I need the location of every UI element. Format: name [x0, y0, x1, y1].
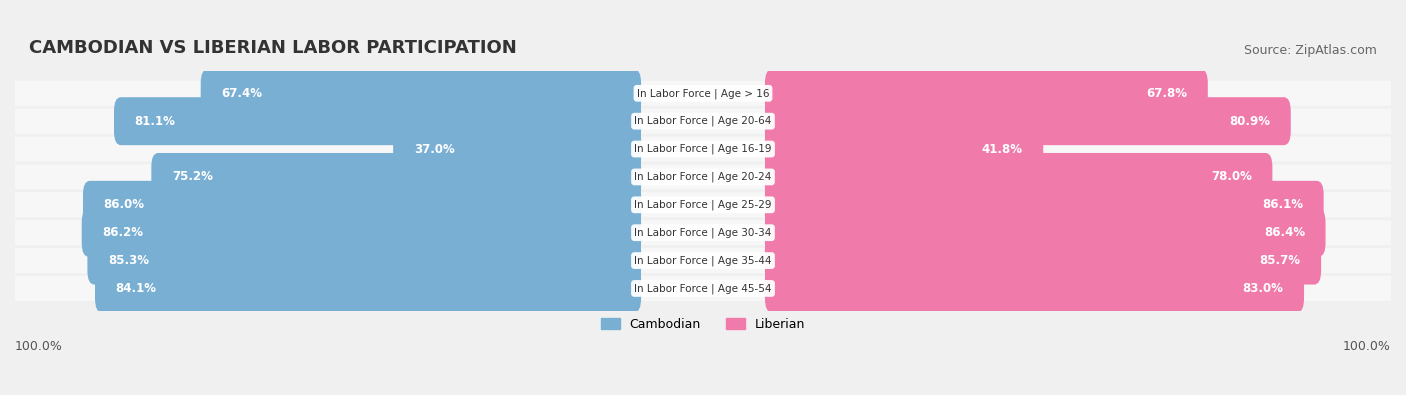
Text: 100.0%: 100.0% — [15, 340, 63, 352]
Text: 67.8%: 67.8% — [1146, 87, 1187, 100]
FancyBboxPatch shape — [152, 153, 641, 201]
FancyBboxPatch shape — [15, 164, 1391, 190]
FancyBboxPatch shape — [765, 70, 1208, 117]
Text: 78.0%: 78.0% — [1211, 170, 1251, 183]
FancyBboxPatch shape — [87, 237, 641, 284]
FancyBboxPatch shape — [765, 209, 1326, 257]
Text: 85.3%: 85.3% — [108, 254, 149, 267]
Text: 86.1%: 86.1% — [1263, 198, 1303, 211]
Text: In Labor Force | Age 45-54: In Labor Force | Age 45-54 — [634, 283, 772, 294]
FancyBboxPatch shape — [114, 97, 641, 145]
FancyBboxPatch shape — [765, 265, 1303, 312]
Text: 41.8%: 41.8% — [981, 143, 1022, 156]
Text: 86.2%: 86.2% — [103, 226, 143, 239]
Legend: Cambodian, Liberian: Cambodian, Liberian — [596, 313, 810, 336]
FancyBboxPatch shape — [765, 97, 1291, 145]
Text: 85.7%: 85.7% — [1260, 254, 1301, 267]
Text: In Labor Force | Age 30-34: In Labor Force | Age 30-34 — [634, 228, 772, 238]
Text: 75.2%: 75.2% — [172, 170, 212, 183]
Text: 86.4%: 86.4% — [1264, 226, 1305, 239]
FancyBboxPatch shape — [82, 209, 641, 257]
FancyBboxPatch shape — [765, 125, 1043, 173]
Text: 100.0%: 100.0% — [1343, 340, 1391, 352]
FancyBboxPatch shape — [765, 153, 1272, 201]
FancyBboxPatch shape — [765, 237, 1322, 284]
Text: 81.1%: 81.1% — [135, 115, 176, 128]
FancyBboxPatch shape — [15, 137, 1391, 162]
Text: 86.0%: 86.0% — [104, 198, 145, 211]
FancyBboxPatch shape — [15, 276, 1391, 301]
FancyBboxPatch shape — [201, 70, 641, 117]
FancyBboxPatch shape — [15, 81, 1391, 106]
Text: CAMBODIAN VS LIBERIAN LABOR PARTICIPATION: CAMBODIAN VS LIBERIAN LABOR PARTICIPATIO… — [28, 39, 516, 56]
Text: 80.9%: 80.9% — [1229, 115, 1270, 128]
Text: In Labor Force | Age > 16: In Labor Force | Age > 16 — [637, 88, 769, 98]
Text: 37.0%: 37.0% — [413, 143, 454, 156]
FancyBboxPatch shape — [15, 109, 1391, 134]
Text: 84.1%: 84.1% — [115, 282, 156, 295]
Text: 67.4%: 67.4% — [221, 87, 263, 100]
Text: In Labor Force | Age 20-24: In Labor Force | Age 20-24 — [634, 172, 772, 182]
FancyBboxPatch shape — [765, 181, 1323, 229]
FancyBboxPatch shape — [96, 265, 641, 312]
FancyBboxPatch shape — [15, 192, 1391, 217]
Text: In Labor Force | Age 16-19: In Labor Force | Age 16-19 — [634, 144, 772, 154]
FancyBboxPatch shape — [15, 248, 1391, 273]
FancyBboxPatch shape — [83, 181, 641, 229]
Text: In Labor Force | Age 20-64: In Labor Force | Age 20-64 — [634, 116, 772, 126]
Text: In Labor Force | Age 25-29: In Labor Force | Age 25-29 — [634, 199, 772, 210]
FancyBboxPatch shape — [15, 220, 1391, 245]
FancyBboxPatch shape — [394, 125, 641, 173]
Text: 83.0%: 83.0% — [1243, 282, 1284, 295]
Text: In Labor Force | Age 35-44: In Labor Force | Age 35-44 — [634, 255, 772, 266]
Text: Source: ZipAtlas.com: Source: ZipAtlas.com — [1244, 43, 1378, 56]
